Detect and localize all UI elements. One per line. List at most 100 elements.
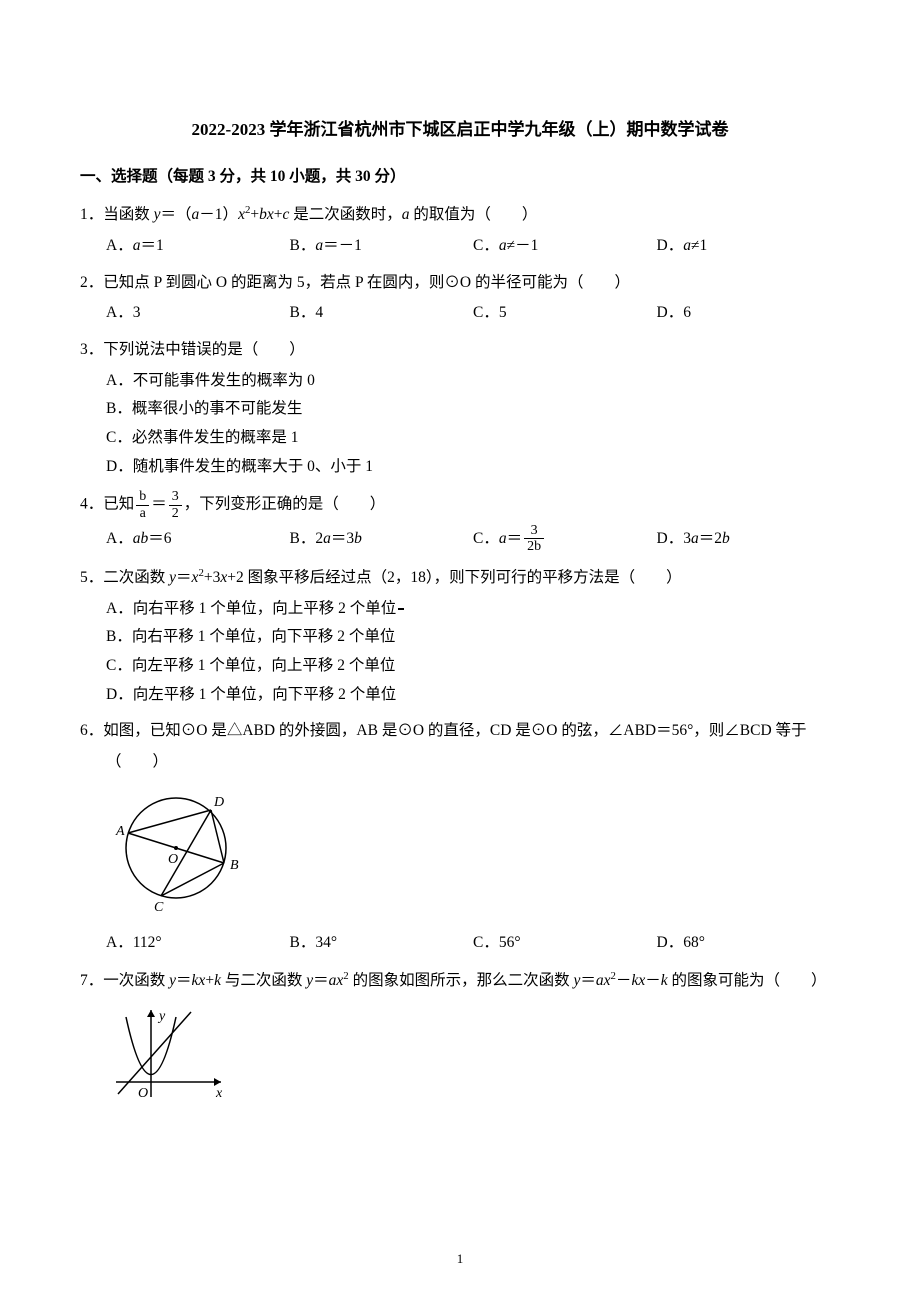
var: y <box>169 569 176 586</box>
text: ＝ <box>507 525 523 554</box>
section-header: 一、选择题（每题 3 分，共 10 小题，共 30 分） <box>80 164 840 186</box>
question-1: 1．当函数 y＝（a－1）x2+bx+c 是二次函数时，a 的取值为（ ） A．… <box>80 200 840 261</box>
text: ＝2 <box>699 525 722 554</box>
option-d: D．随机事件发生的概率大于 0、小于 1 <box>106 453 840 482</box>
var: k <box>214 972 221 989</box>
numerator: 3 <box>524 523 544 539</box>
var: a <box>323 525 331 554</box>
label-c: C <box>154 900 164 913</box>
label-y: y <box>157 1009 166 1024</box>
option-a: A．向右平移 1 个单位，向上平移 2 个单位 <box>106 595 840 624</box>
text: ＝－1 <box>323 232 362 261</box>
q2-stem: 2．已知点 P 到圆心 O 的距离为 5，若点 P 在圆内，则⊙O 的半径可能为… <box>80 269 840 298</box>
option-b: B．4 <box>290 299 474 328</box>
text: 与二次函数 <box>221 972 306 989</box>
q3-options: A．不可能事件发生的概率为 0 B．概率很小的事不可能发生 C．必然事件发生的概… <box>80 367 840 482</box>
option-a: A．ab＝6 <box>106 523 290 555</box>
option-a: A．112° <box>106 929 290 958</box>
sup: 2 <box>245 204 250 216</box>
text: + <box>205 972 214 989</box>
text: ＝ <box>176 972 192 989</box>
q7-stem: 7．一次函数 y＝kx+k 与二次函数 y＝ax2 的图象如图所示，那么二次函数… <box>80 966 840 996</box>
text: 的图象可能为（ ） <box>668 972 827 989</box>
text: C． <box>473 525 499 554</box>
q1-options: A．a＝1 B．a＝－1 C．a≠－1 D．a≠1 <box>80 232 840 261</box>
text: ＝（ <box>161 206 192 223</box>
text: 4．已知 <box>80 496 134 513</box>
var: kx <box>192 972 206 989</box>
numerator: 3 <box>169 489 182 505</box>
q7-figure: y x O <box>106 1002 840 1113</box>
var: k <box>661 972 668 989</box>
var: a <box>315 232 323 261</box>
text: D．3 <box>657 525 691 554</box>
fraction: 32 <box>169 489 182 521</box>
option-c: C．a≠－1 <box>473 232 657 261</box>
fraction: 32b <box>524 523 544 555</box>
text: － <box>616 972 632 989</box>
option-c: C．a＝32b <box>473 523 657 555</box>
text: ＝ <box>313 972 329 989</box>
q6-figure: A D B C O <box>106 783 840 924</box>
var: ax <box>596 972 611 989</box>
text: ＝1 <box>140 232 163 261</box>
text: A．向右平移 1 个单位，向上平移 2 个单位 <box>106 595 396 624</box>
text: ，下列变形正确的是（ ） <box>184 496 386 513</box>
text: 1．当函数 <box>80 206 154 223</box>
option-b: B．概率很小的事不可能发生 <box>106 395 840 424</box>
option-b: B．2a＝3b <box>290 523 474 555</box>
text: － <box>645 972 661 989</box>
var: a <box>683 232 691 261</box>
var: b <box>722 525 730 554</box>
q1-stem: 1．当函数 y＝（a－1）x2+bx+c 是二次函数时，a 的取值为（ ） <box>80 200 840 230</box>
text: +2 图象平移后经过点（2，18），则下列可行的平移方法是（ ） <box>227 569 681 586</box>
question-4: 4．已知ba＝32，下列变形正确的是（ ） A．ab＝6 B．2a＝3b C．a… <box>80 489 840 555</box>
label-b: B <box>230 858 239 873</box>
label-d: D <box>213 795 224 810</box>
option-c: C．必然事件发生的概率是 1 <box>106 424 840 453</box>
denominator: 2b <box>524 539 544 554</box>
text: ≠1 <box>691 232 707 261</box>
text: 7．一次函数 <box>80 972 169 989</box>
text: 是二次函数时， <box>289 206 401 223</box>
page-title: 2022-2023 学年浙江省杭州市下城区启正中学九年级（上）期中数学试卷 <box>80 115 840 140</box>
graph-diagram: y x O <box>106 1002 236 1102</box>
q5-stem: 5．二次函数 y＝x2+3x+2 图象平移后经过点（2，18），则下列可行的平移… <box>80 563 840 593</box>
question-3: 3．下列说法中错误的是（ ） A．不可能事件发生的概率为 0 B．概率很小的事不… <box>80 336 840 481</box>
option-b: B．34° <box>290 929 474 958</box>
var-a2: a <box>402 206 410 223</box>
text: ＝ <box>580 972 596 989</box>
option-b: B．向右平移 1 个单位，向下平移 2 个单位 <box>106 623 840 652</box>
text: －1） <box>199 206 238 223</box>
text: +3 <box>204 569 221 586</box>
var: y <box>169 972 176 989</box>
denominator: 2 <box>169 506 182 521</box>
label-a: A <box>115 824 125 839</box>
var: a <box>499 525 507 554</box>
var-x2: x <box>238 206 245 223</box>
q4-options: A．ab＝6 B．2a＝3b C．a＝32b D．3a＝2b <box>80 523 840 555</box>
q6-stem2: （ ） <box>80 748 840 777</box>
text: 的图象如图所示，那么二次函数 <box>349 972 574 989</box>
label-x: x <box>215 1086 223 1101</box>
var: a <box>133 232 141 261</box>
fraction: ba <box>136 489 149 521</box>
numerator: b <box>136 489 149 505</box>
text: A． <box>106 525 133 554</box>
text: ≠－1 <box>507 232 539 261</box>
var: b <box>354 525 362 554</box>
option-d: D．6 <box>657 299 841 328</box>
var: ab <box>133 525 149 554</box>
circle-diagram: A D B C O <box>106 783 256 913</box>
option-b: B．a＝－1 <box>290 232 474 261</box>
cursor-icon <box>398 608 404 610</box>
text: ＝3 <box>331 525 354 554</box>
option-a: A．不可能事件发生的概率为 0 <box>106 367 840 396</box>
option-d: D．3a＝2b <box>657 523 841 555</box>
q6-options: A．112° B．34° C．56° D．68° <box>80 929 840 958</box>
var: ax <box>329 972 344 989</box>
text: B．2 <box>290 525 324 554</box>
text: ＝ <box>176 569 192 586</box>
option-c: C．56° <box>473 929 657 958</box>
var: a <box>691 525 699 554</box>
